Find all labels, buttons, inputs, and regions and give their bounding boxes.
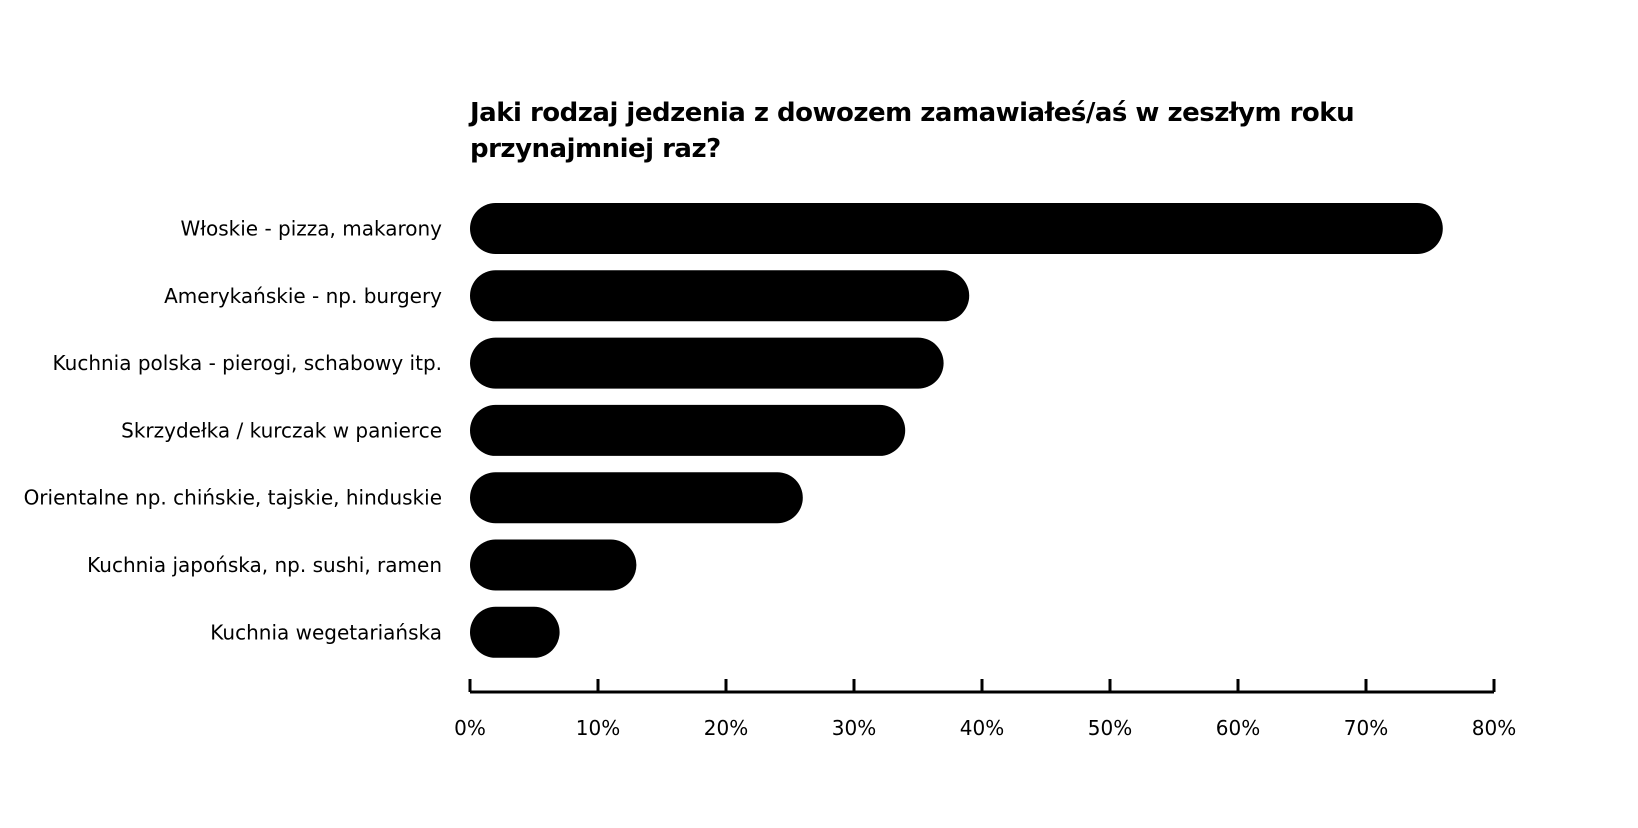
- x-tick-label: 0%: [454, 716, 486, 740]
- category-label: Orientalne np. chińskie, tajskie, hindus…: [24, 486, 442, 510]
- x-tick-label: 10%: [576, 716, 620, 740]
- category-label: Skrzydełka / kurczak w panierce: [121, 418, 442, 442]
- bar: [470, 472, 803, 524]
- bar: [470, 404, 906, 456]
- category-label: Kuchnia polska - pierogi, schabowy itp.: [53, 351, 442, 375]
- x-tick-label: 70%: [1344, 716, 1388, 740]
- category-label: Kuchnia japońska, np. sushi, ramen: [87, 553, 442, 577]
- x-tick-label: 30%: [832, 716, 876, 740]
- category-label: Amerykańskie - np. burgery: [164, 284, 442, 308]
- x-tick-label: 80%: [1472, 716, 1516, 740]
- bars-group: [470, 203, 1443, 658]
- x-tick-label: 50%: [1088, 716, 1132, 740]
- x-axis: 0% 10% 20% 30% 40% 50% 60% 70% 80%: [454, 679, 1516, 740]
- x-tick-label: 20%: [704, 716, 748, 740]
- x-tick-label: 40%: [960, 716, 1004, 740]
- chart-title: Jaki rodzaj jedzenia z dowozem zamawiałe…: [470, 98, 1355, 164]
- category-labels: Włoskie - pizza, makarony Amerykańskie - …: [24, 217, 443, 645]
- bar: [470, 539, 637, 591]
- category-label: Kuchnia wegetariańska: [210, 620, 442, 644]
- bar: [470, 337, 944, 389]
- category-label: Włoskie - pizza, makarony: [181, 217, 443, 241]
- bar: [470, 203, 1443, 254]
- bar: [470, 270, 970, 322]
- bar: [470, 606, 560, 658]
- x-tick-label: 60%: [1216, 716, 1260, 740]
